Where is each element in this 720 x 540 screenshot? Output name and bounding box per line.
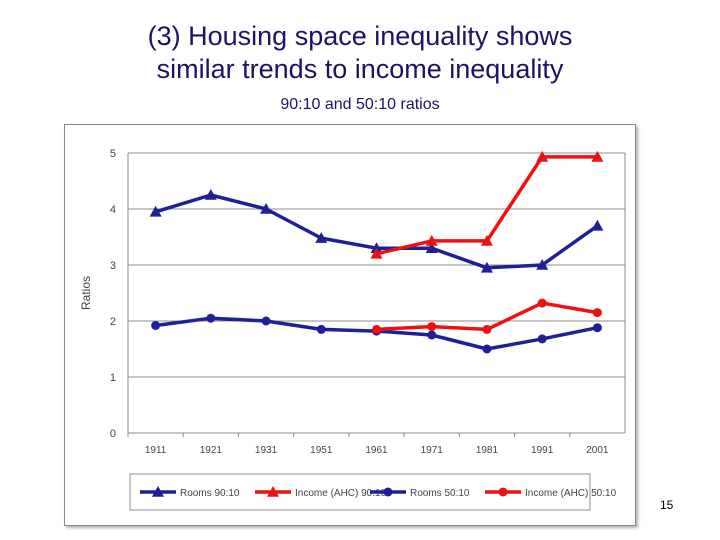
y-tick-label-0: 0 bbox=[110, 428, 116, 440]
x-tick-label-2001: 2001 bbox=[586, 445, 609, 456]
slide-subtitle: 90:10 and 50:10 ratios bbox=[280, 96, 440, 113]
point-rooms-90-10-1991 bbox=[536, 259, 549, 270]
point-rooms-50-10-1921 bbox=[206, 313, 216, 323]
y-tick-label-5: 5 bbox=[110, 148, 116, 160]
point-income-ahc-50-10-2001 bbox=[592, 308, 602, 318]
point-rooms-50-10-1971 bbox=[427, 330, 437, 340]
point-rooms-50-10-1931 bbox=[261, 316, 271, 326]
point-rooms-90-10-1931 bbox=[260, 203, 273, 214]
slide-title-line-1: (3) Housing space inequality shows bbox=[147, 21, 573, 51]
slide-title-line-2: similar trends to income inequality bbox=[156, 54, 564, 84]
point-rooms-90-10-1981 bbox=[480, 261, 493, 273]
x-tick-label-1911: 1911 bbox=[145, 445, 167, 456]
ratios-line-chart: 0 1 2 3 4 5 1911 1921 1931 1951 1961 1971 1981 1991 20… bbox=[79, 148, 626, 511]
y-tick-label-3: 3 bbox=[110, 260, 116, 272]
point-rooms-50-10-1981 bbox=[482, 344, 492, 354]
x-tick-label-1921: 1921 bbox=[200, 445, 223, 456]
point-income-ahc-90-10-2001 bbox=[591, 150, 604, 162]
x-tick-label-1951: 1951 bbox=[310, 445, 333, 456]
point-income-ahc-90-10-1981 bbox=[480, 234, 493, 246]
legend-marker-rooms-50-10 bbox=[383, 487, 393, 497]
legend-label-income-ahc-50-10: Income (AHC) 50:10 bbox=[525, 488, 617, 499]
point-income-ahc-50-10-1991 bbox=[537, 298, 547, 308]
legend-label-income-ahc-90-10: Income (AHC) 90:10 bbox=[295, 488, 387, 499]
x-tick-label-1981: 1981 bbox=[476, 445, 499, 456]
page-number: 15 bbox=[660, 498, 674, 512]
x-tick-label-1931: 1931 bbox=[255, 445, 278, 456]
point-rooms-50-10-1951 bbox=[316, 324, 326, 334]
point-rooms-50-10-2001 bbox=[592, 323, 602, 333]
y-tick-label-4: 4 bbox=[110, 204, 116, 216]
point-income-ahc-50-10-1971 bbox=[427, 322, 437, 332]
point-rooms-90-10-1951 bbox=[315, 232, 328, 243]
point-rooms-90-10-1971 bbox=[425, 242, 438, 253]
legend-marker-income-ahc-90-10 bbox=[267, 486, 279, 497]
slide-title: (3) Housing space inequality shows simil… bbox=[0, 20, 720, 86]
y-tick-label-1: 1 bbox=[110, 372, 116, 384]
point-income-ahc-90-10-1971 bbox=[425, 234, 438, 246]
legend-label-rooms-90-10: Rooms 90:10 bbox=[180, 488, 240, 499]
point-income-ahc-50-10-1961 bbox=[372, 324, 381, 334]
point-rooms-90-10-2001 bbox=[591, 219, 604, 231]
point-rooms-90-10-1911 bbox=[149, 205, 162, 217]
point-rooms-90-10-1921 bbox=[204, 189, 217, 200]
y-tick-label-2: 2 bbox=[110, 316, 116, 328]
y-axis-label: Ratios bbox=[79, 276, 93, 310]
x-tick-label-1991: 1991 bbox=[531, 445, 554, 456]
point-rooms-50-10-1911 bbox=[151, 320, 161, 330]
legend-label-rooms-50-10: Rooms 50:10 bbox=[410, 488, 470, 499]
point-income-ahc-50-10-1981 bbox=[482, 324, 492, 334]
legend-marker-rooms-90-10 bbox=[152, 486, 164, 497]
point-income-ahc-90-10-1991 bbox=[536, 150, 549, 162]
legend-marker-income-ahc-50-10 bbox=[498, 487, 508, 497]
x-tick-label-1961: 1961 bbox=[365, 445, 388, 456]
x-tick-label-1971: 1971 bbox=[421, 445, 444, 456]
point-income-ahc-90-10-1961 bbox=[370, 247, 383, 259]
point-rooms-90-10-1961 bbox=[370, 242, 383, 253]
point-rooms-50-10-1991 bbox=[537, 334, 547, 344]
